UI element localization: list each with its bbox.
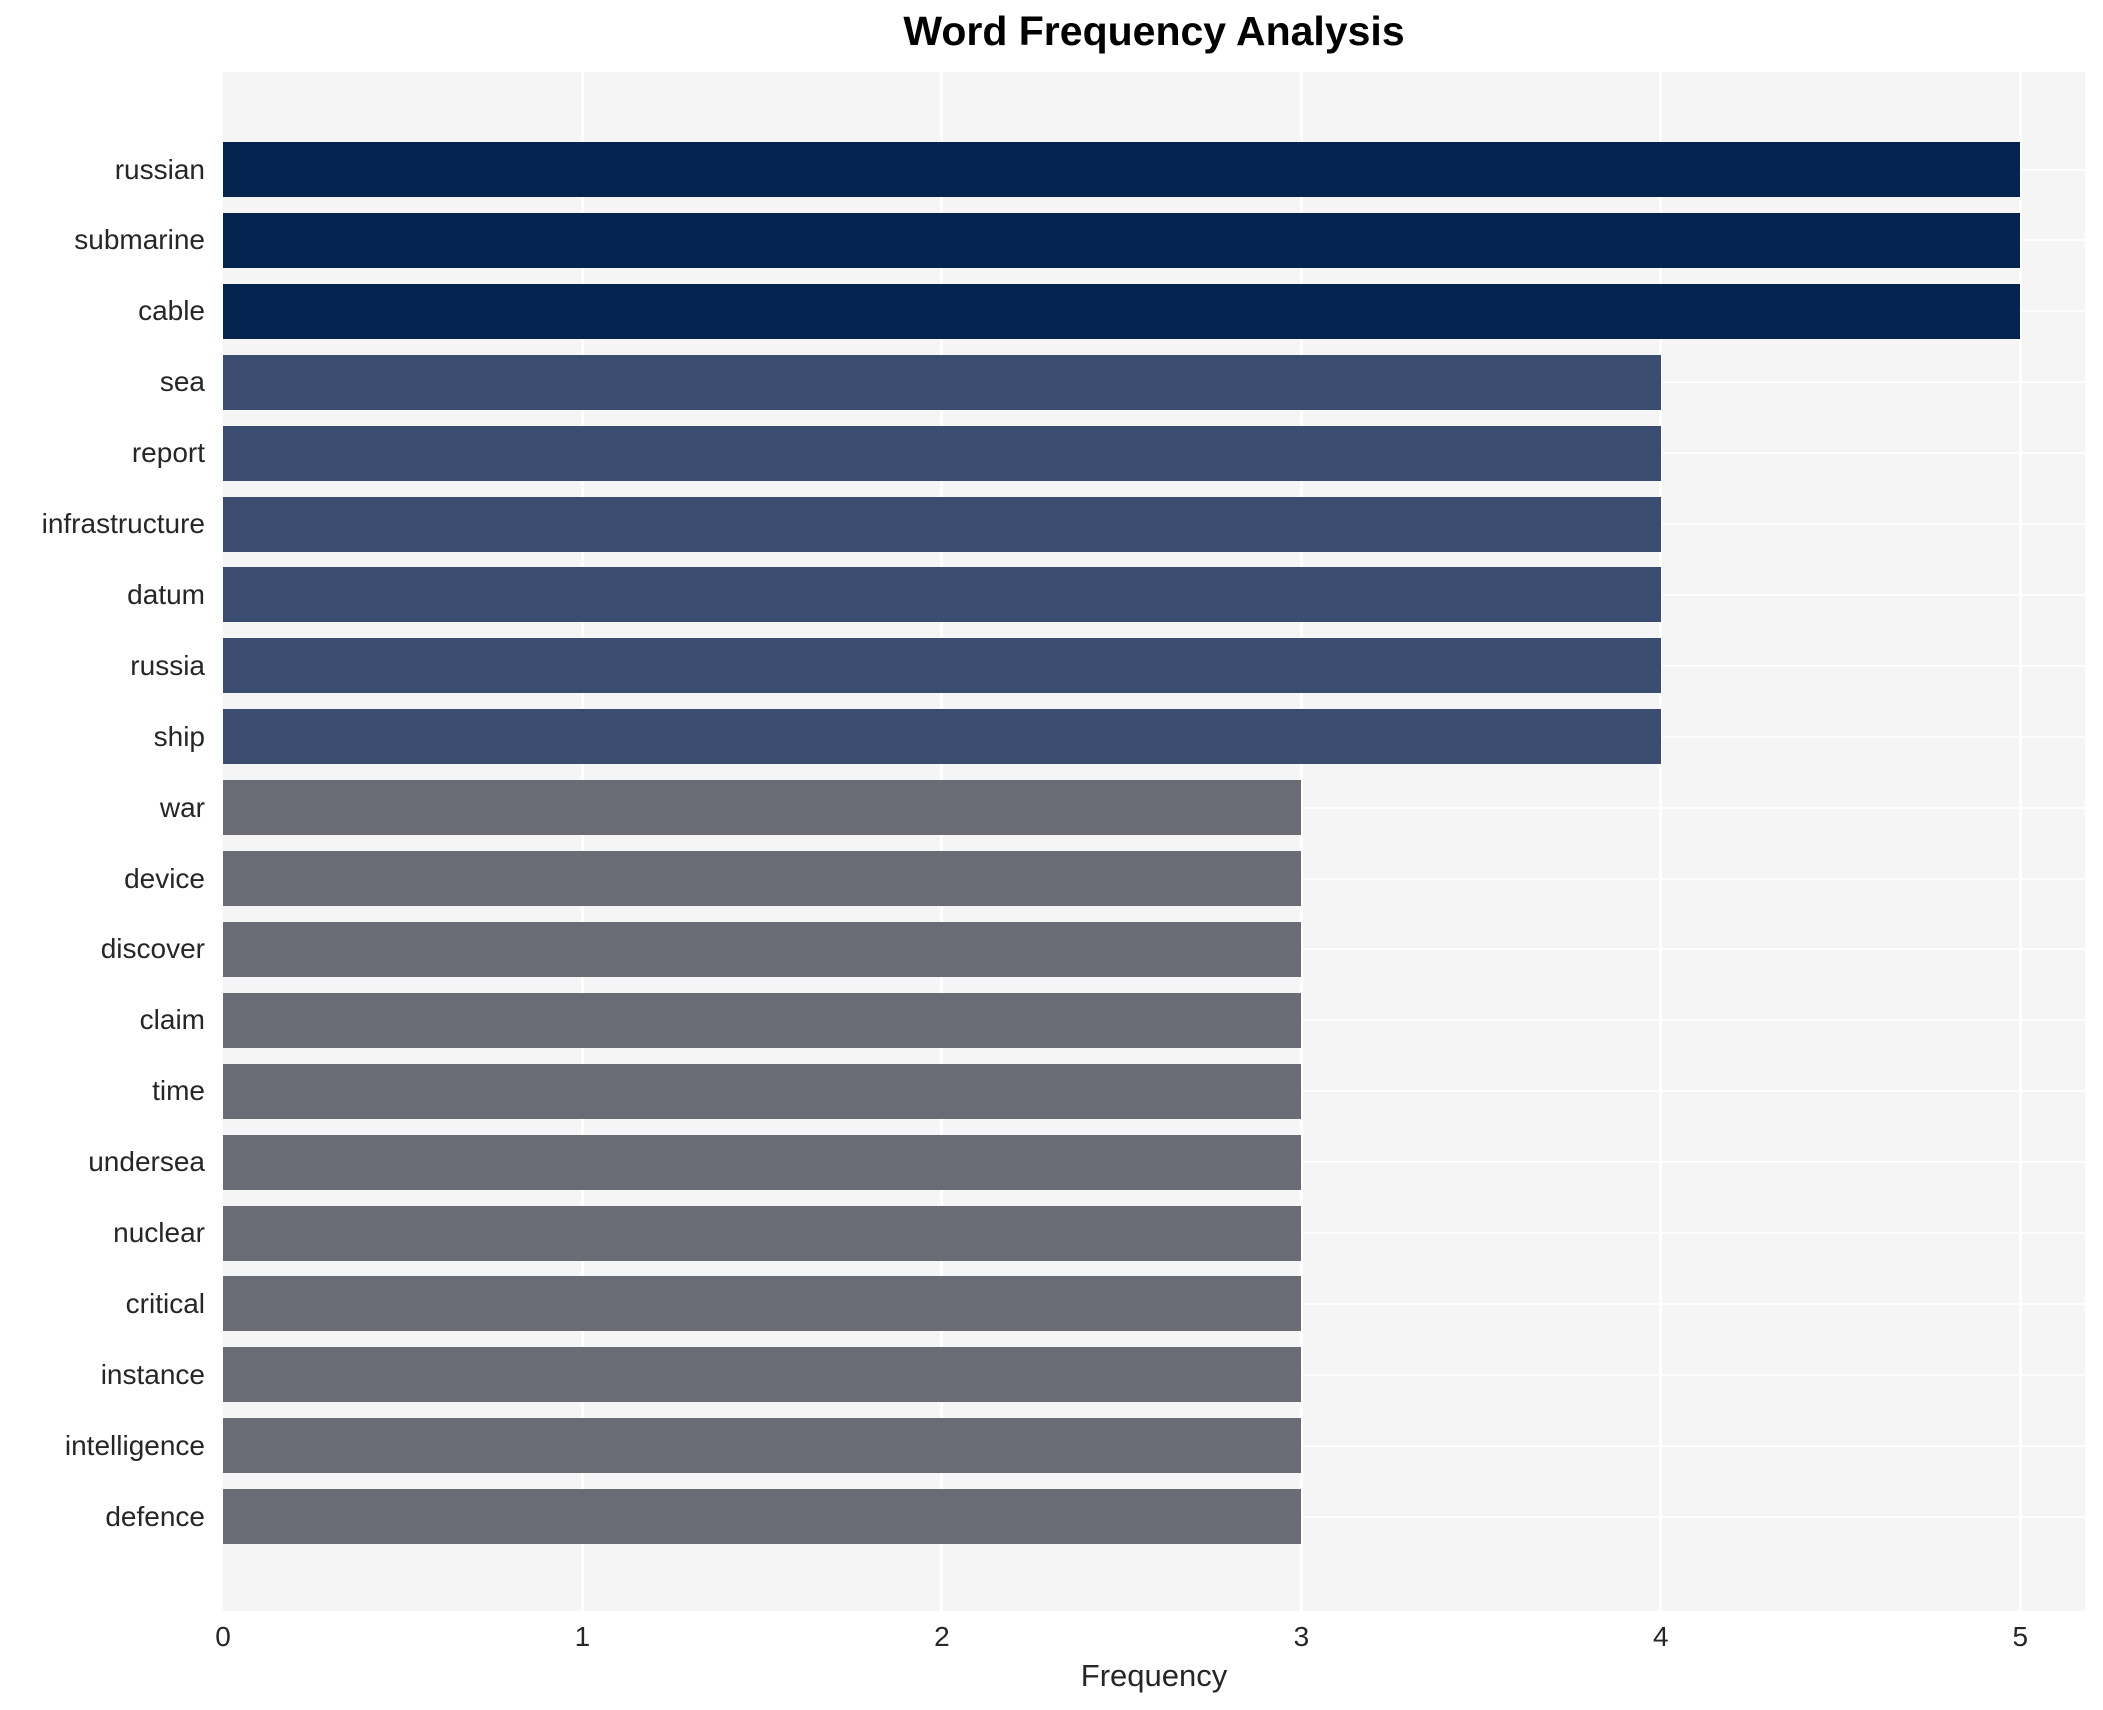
vertical-gridline xyxy=(580,72,584,1611)
plot-area xyxy=(223,72,2085,1611)
bar-report xyxy=(223,425,1661,481)
category-label-device: device xyxy=(124,862,205,894)
bar-critical xyxy=(223,1276,1302,1332)
category-label-infrastructure: infrastructure xyxy=(41,508,205,539)
bar-war xyxy=(223,780,1302,836)
category-label-discover: discover xyxy=(100,933,205,965)
vertical-gridline xyxy=(940,72,944,1611)
x-axis-label: Frequency xyxy=(1080,1658,1228,1693)
bar-infrastructure xyxy=(223,496,1661,552)
category-label-russia: russia xyxy=(130,649,205,681)
bar-undersea xyxy=(223,1134,1302,1190)
category-label-russian: russian xyxy=(114,153,205,185)
x-tick-label-4: 4 xyxy=(1653,1621,1669,1652)
bar-claim xyxy=(223,992,1302,1048)
category-label-undersea: undersea xyxy=(88,1146,205,1178)
category-label-defence: defence xyxy=(105,1500,205,1532)
bar-russia xyxy=(223,638,1661,694)
bar-discover xyxy=(223,921,1302,977)
bar-cable xyxy=(223,283,2021,339)
vertical-gridline xyxy=(1659,72,1663,1611)
x-tick-label-1: 1 xyxy=(574,1621,591,1652)
category-label-claim: claim xyxy=(139,1004,205,1036)
chart-title: Word Frequency Analysis xyxy=(903,8,1405,54)
category-label-intelligence: intelligence xyxy=(64,1429,205,1461)
bar-intelligence xyxy=(223,1418,1302,1474)
bar-datum xyxy=(223,567,1661,623)
vertical-gridline xyxy=(1299,72,1303,1611)
category-label-instance: instance xyxy=(100,1358,205,1390)
bar-submarine xyxy=(223,212,2021,268)
category-label-nuclear: nuclear xyxy=(113,1217,205,1248)
category-label-submarine: submarine xyxy=(74,224,205,256)
category-label-war: war xyxy=(159,791,205,823)
bar-defence xyxy=(223,1489,1302,1545)
bar-instance xyxy=(223,1347,1302,1403)
category-label-datum: datum xyxy=(127,578,205,610)
category-label-sea: sea xyxy=(159,366,205,398)
vertical-gridline xyxy=(2018,72,2022,1611)
bar-nuclear xyxy=(223,1205,1302,1261)
category-label-critical: critical xyxy=(125,1287,205,1319)
x-tick-label-5: 5 xyxy=(2012,1621,2029,1652)
category-label-ship: ship xyxy=(153,720,205,752)
bar-device xyxy=(223,851,1302,906)
bar-sea xyxy=(223,354,1661,410)
x-tick-label-2: 2 xyxy=(934,1621,950,1652)
category-label-report: report xyxy=(131,437,205,469)
y-axis-labels: russian submarine cable sea report infrastruc… xyxy=(0,72,205,1611)
x-tick-label-3: 3 xyxy=(1293,1621,1310,1652)
category-label-cable: cable xyxy=(138,295,205,327)
bar-time xyxy=(223,1063,1302,1119)
x-tick-label-0: 0 xyxy=(215,1621,231,1652)
category-label-time: time xyxy=(152,1075,205,1107)
bar-russian xyxy=(223,142,2021,197)
bar-ship xyxy=(223,709,1661,765)
